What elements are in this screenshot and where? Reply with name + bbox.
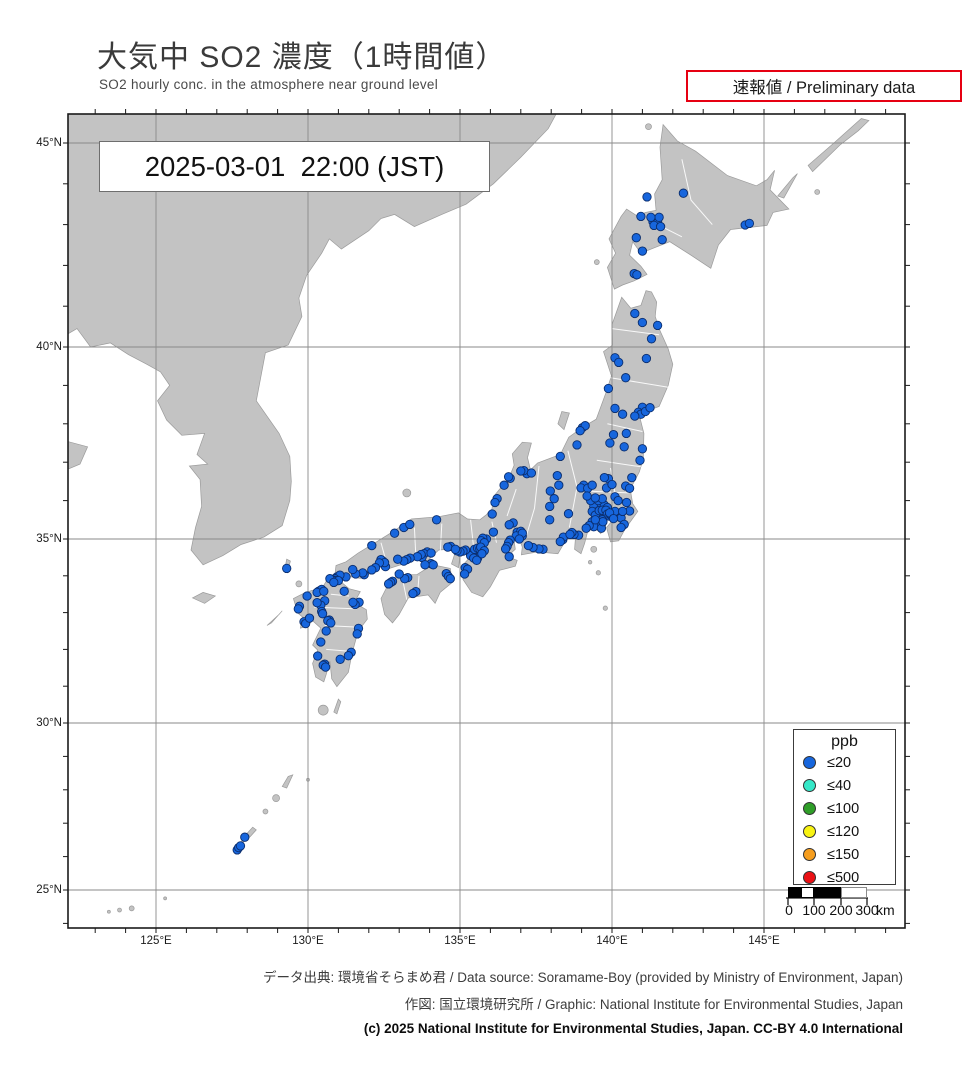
legend-dot-yellow xyxy=(803,825,816,838)
footer-data-source: データ出典: 環境省そらまめ君 / Data source: Soramame-… xyxy=(263,970,903,985)
lat-tick-label: 45°N xyxy=(36,137,62,149)
preliminary-data-badge: 速報値 / Preliminary data xyxy=(686,70,962,102)
lat-tick-label: 30°N xyxy=(36,717,62,729)
lat-tick-label: 35°N xyxy=(36,533,62,545)
footer-graphic-credit: 作図: 国立環境研究所 / Graphic: National Institut… xyxy=(404,997,903,1012)
legend-dot-red xyxy=(803,871,816,884)
legend-dot-green xyxy=(803,802,816,815)
lat-tick-label: 25°N xyxy=(36,884,62,896)
scale-bar-label: 300 xyxy=(855,902,879,918)
map-frame xyxy=(67,113,906,929)
page-title: 大気中 SO2 濃度（1時間値） xyxy=(97,41,507,74)
legend-row: ≤150 xyxy=(794,843,895,866)
scale-bar-label: 200 xyxy=(829,902,853,918)
axis-ticks xyxy=(63,109,910,933)
scale-bar-segment xyxy=(814,887,841,898)
footer-copyright: (c) 2025 National Institute for Environm… xyxy=(363,1021,903,1036)
lat-tick-label: 40°N xyxy=(36,341,62,353)
legend-row: ≤100 xyxy=(794,797,895,820)
legend-label: ≤120 xyxy=(827,823,860,840)
legend: ppb ≤20 ≤40 ≤100 ≤120 ≤150 ≤500 xyxy=(793,729,896,886)
legend-row: ≤20 xyxy=(794,751,895,774)
scale-bar-segment xyxy=(801,887,814,898)
legend-dot-cyan xyxy=(803,779,816,792)
lon-tick-label: 130°E xyxy=(292,935,324,947)
scale-bar-segment xyxy=(841,887,867,898)
lon-tick-label: 140°E xyxy=(596,935,628,947)
legend-label: ≤20 xyxy=(827,754,852,771)
lon-tick-label: 125°E xyxy=(140,935,172,947)
timestamp-box: 2025-03-01 22:00 (JST) xyxy=(99,141,490,192)
scale-bar-unit: km xyxy=(876,902,895,918)
scale-bar-segment xyxy=(788,887,801,898)
lon-tick-label: 145°E xyxy=(748,935,780,947)
legend-label: ≤500 xyxy=(827,869,860,886)
legend-dot-orange xyxy=(803,848,816,861)
station-dots xyxy=(232,188,755,855)
scale-bar-label: 100 xyxy=(802,902,826,918)
legend-dot-blue xyxy=(803,756,816,769)
scale-bar-label: 0 xyxy=(785,902,793,918)
legend-label: ≤40 xyxy=(827,777,852,794)
legend-label: ≤100 xyxy=(827,800,860,817)
timestamp-text: 2025-03-01 22:00 (JST) xyxy=(144,150,445,182)
lon-tick-label: 135°E xyxy=(444,935,476,947)
legend-row: ≤500 xyxy=(794,866,895,889)
page-subtitle: SO2 hourly conc. in the atmosphere near … xyxy=(99,77,439,92)
legend-row: ≤40 xyxy=(794,774,895,797)
legend-label: ≤150 xyxy=(827,846,860,863)
preliminary-data-label: 速報値 / Preliminary data xyxy=(732,79,916,97)
scale-bar-ruler xyxy=(786,897,868,905)
legend-row: ≤120 xyxy=(794,820,895,843)
legend-title: ppb xyxy=(831,733,858,750)
scale-bar: 0 100 200 300 km xyxy=(780,884,905,920)
